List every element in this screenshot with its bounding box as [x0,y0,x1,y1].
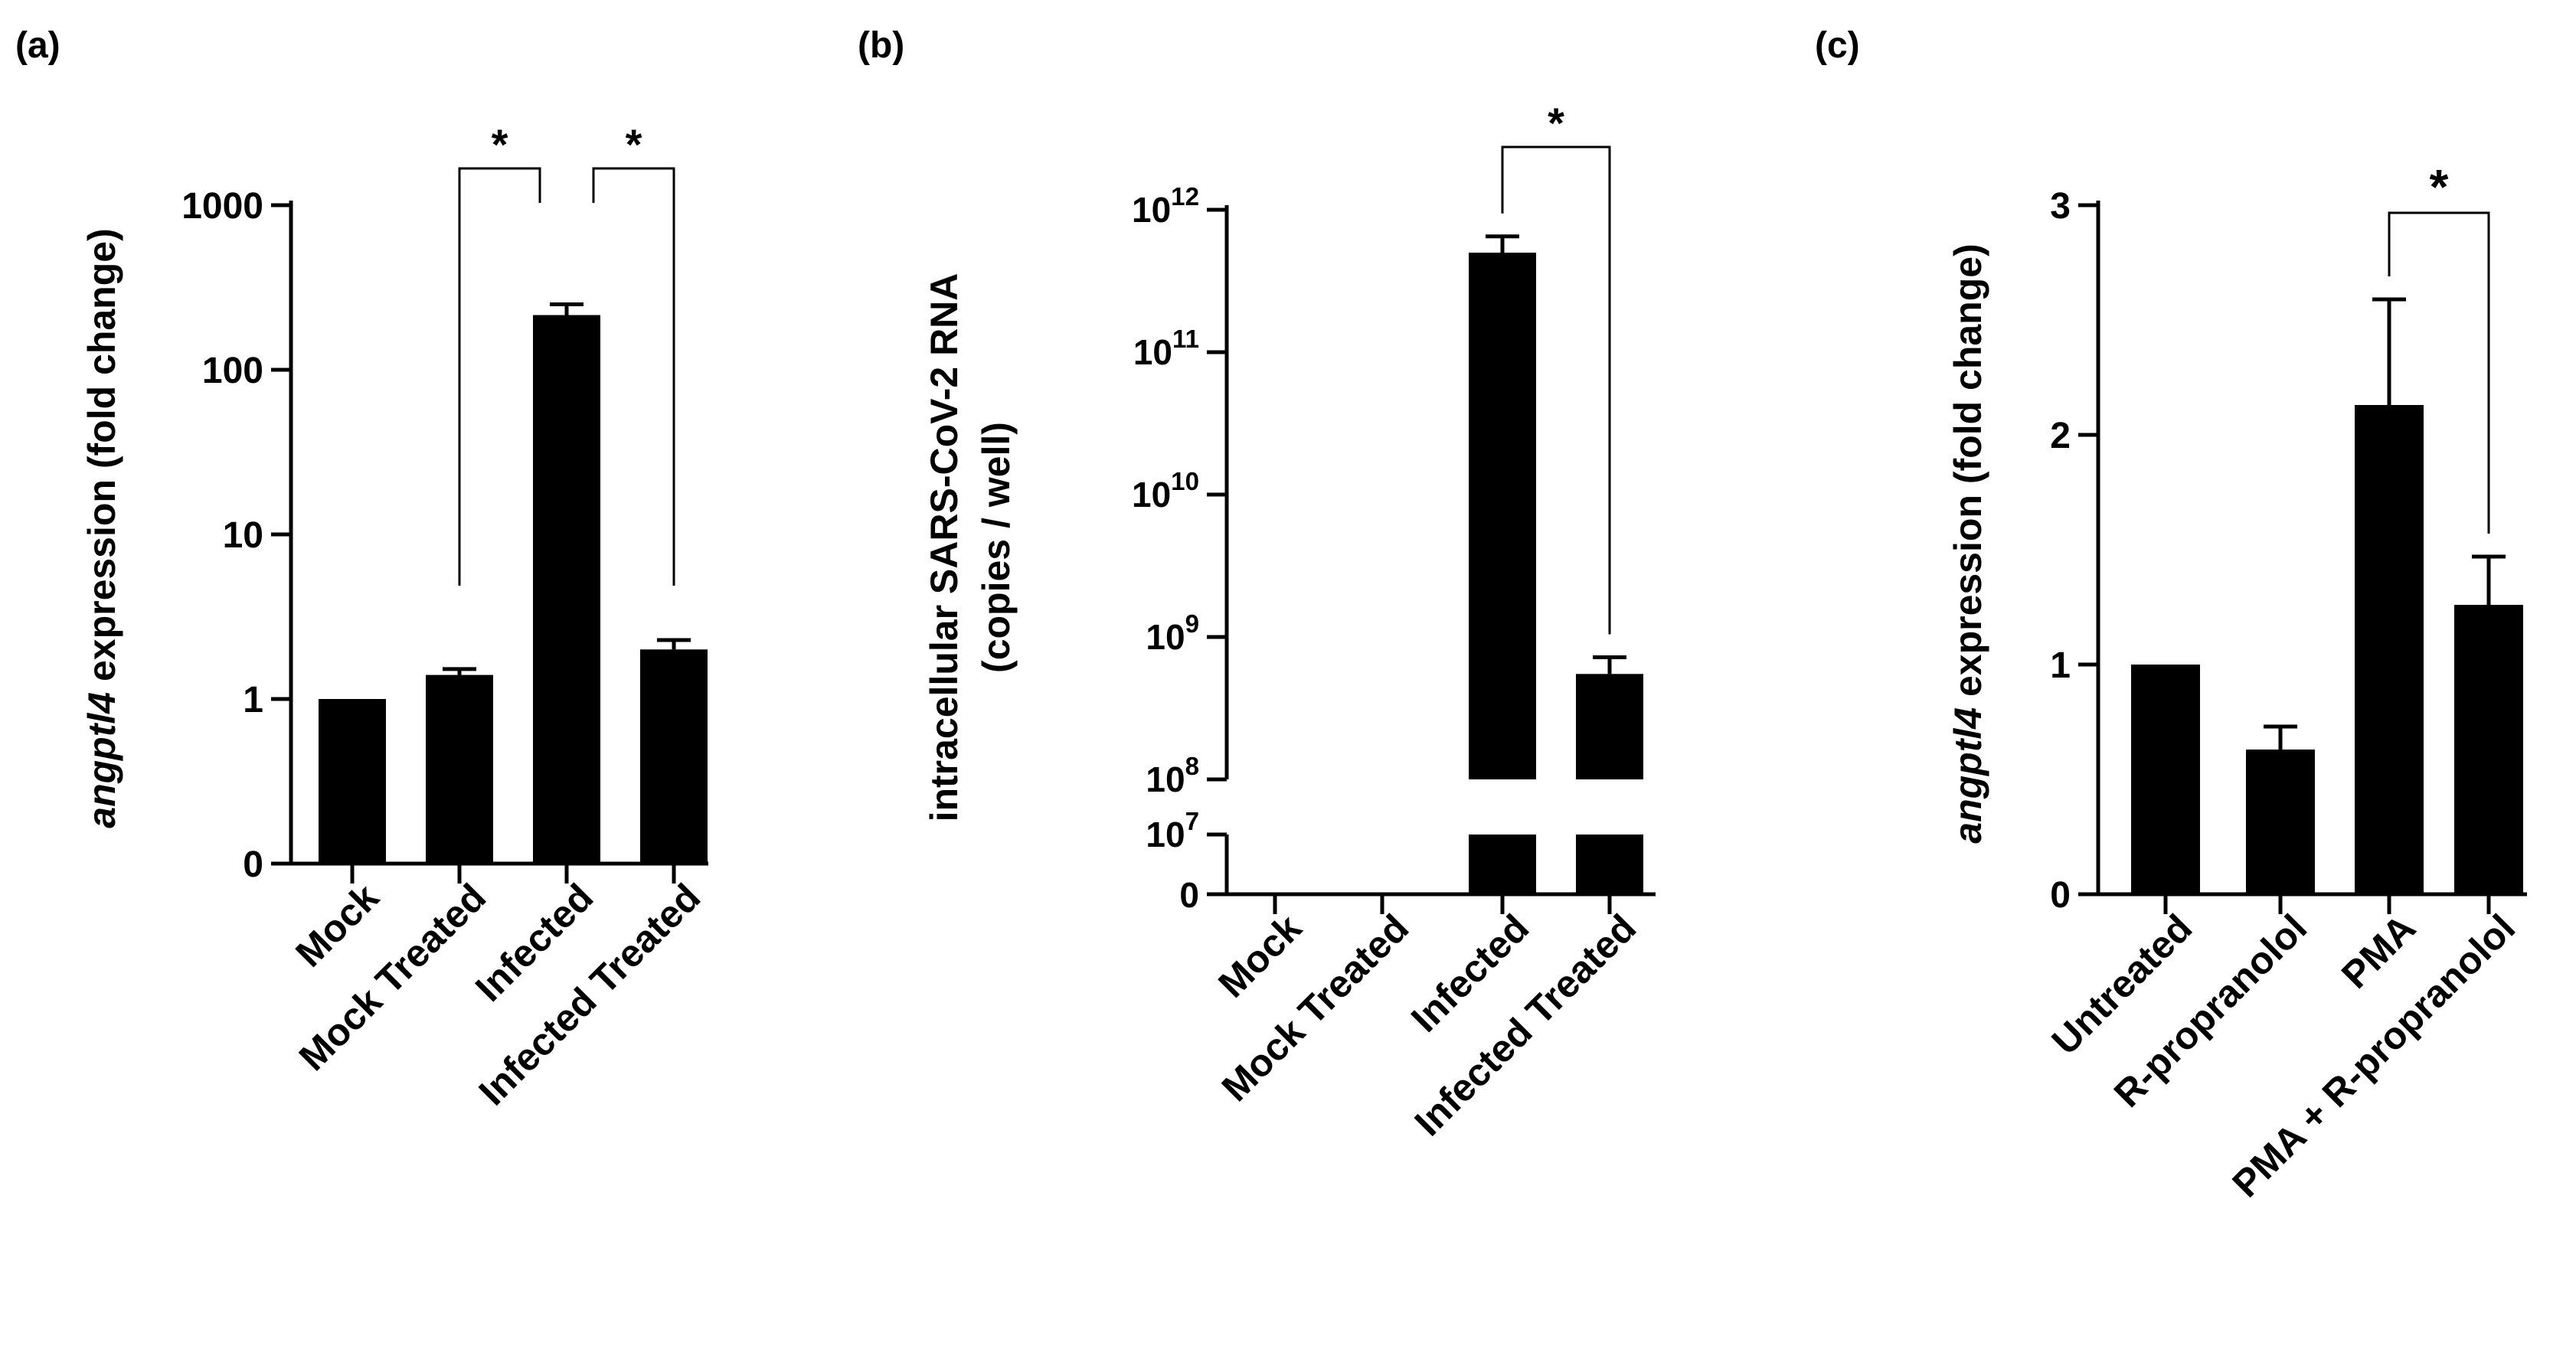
y-tick-label: 108 [1146,753,1199,799]
y-axis-title: angptl4 expression (fold change) [1947,243,1989,843]
bar [640,649,708,864]
x-category-label: Mock [287,876,387,975]
panel-label: (b) [858,25,904,66]
y-tick-label: 10 [223,515,263,556]
y-axis-title: angptl4 expression (fold change) [80,228,123,828]
y-axis-title-line2: (copies / well) [975,422,1018,673]
significance-bracket [2388,211,2490,534]
panel-label: (c) [1815,25,1860,66]
y-tick-label: 0 [2050,875,2071,916]
y-tick-label: 1010 [1132,468,1199,514]
significance-star: * [2430,159,2449,214]
bar [2246,750,2315,894]
y-tick-label: 1 [2050,645,2071,686]
bar [1469,252,1536,779]
significance-star: * [492,120,508,168]
x-category-label: Mock [1210,906,1309,1006]
x-category-label: R-propranolol [2106,906,2315,1115]
y-tick-label: 3 [2050,186,2071,227]
significance-star: * [626,120,642,168]
x-category-label: Mock Treated [1214,906,1417,1110]
y-tick-label: 2 [2050,416,2071,456]
bar-lower-segment [1576,835,1643,894]
y-tick-label: 0 [243,844,263,885]
bar [1576,674,1643,779]
y-tick-label: 107 [1146,808,1199,854]
y-tick-label: 100 [202,351,263,391]
y-axis-title-line1: intracellular SARS-CoV-2 RNA [923,273,966,822]
bar [2131,665,2200,894]
bar [533,315,600,864]
y-tick-label: 109 [1146,610,1199,657]
significance-bracket [458,167,541,586]
x-category-label: Mock Treated [291,876,495,1080]
y-tick-label: 1012 [1132,183,1199,230]
y-tick-label: 1000 [181,186,263,227]
y-tick-label: 0 [1179,875,1199,915]
panel-label: (a) [15,25,60,66]
y-tick-label: 1 [243,680,263,720]
significance-bracket [1501,145,1611,635]
bar [2355,405,2424,894]
bar [426,674,493,864]
significance-bracket [592,167,675,586]
y-tick-label: 1011 [1133,325,1199,372]
x-category-label: PMA [2333,906,2424,997]
bar [2454,605,2523,894]
bar [319,699,386,864]
bar-lower-segment [1469,835,1536,894]
significance-star: * [1548,99,1564,147]
